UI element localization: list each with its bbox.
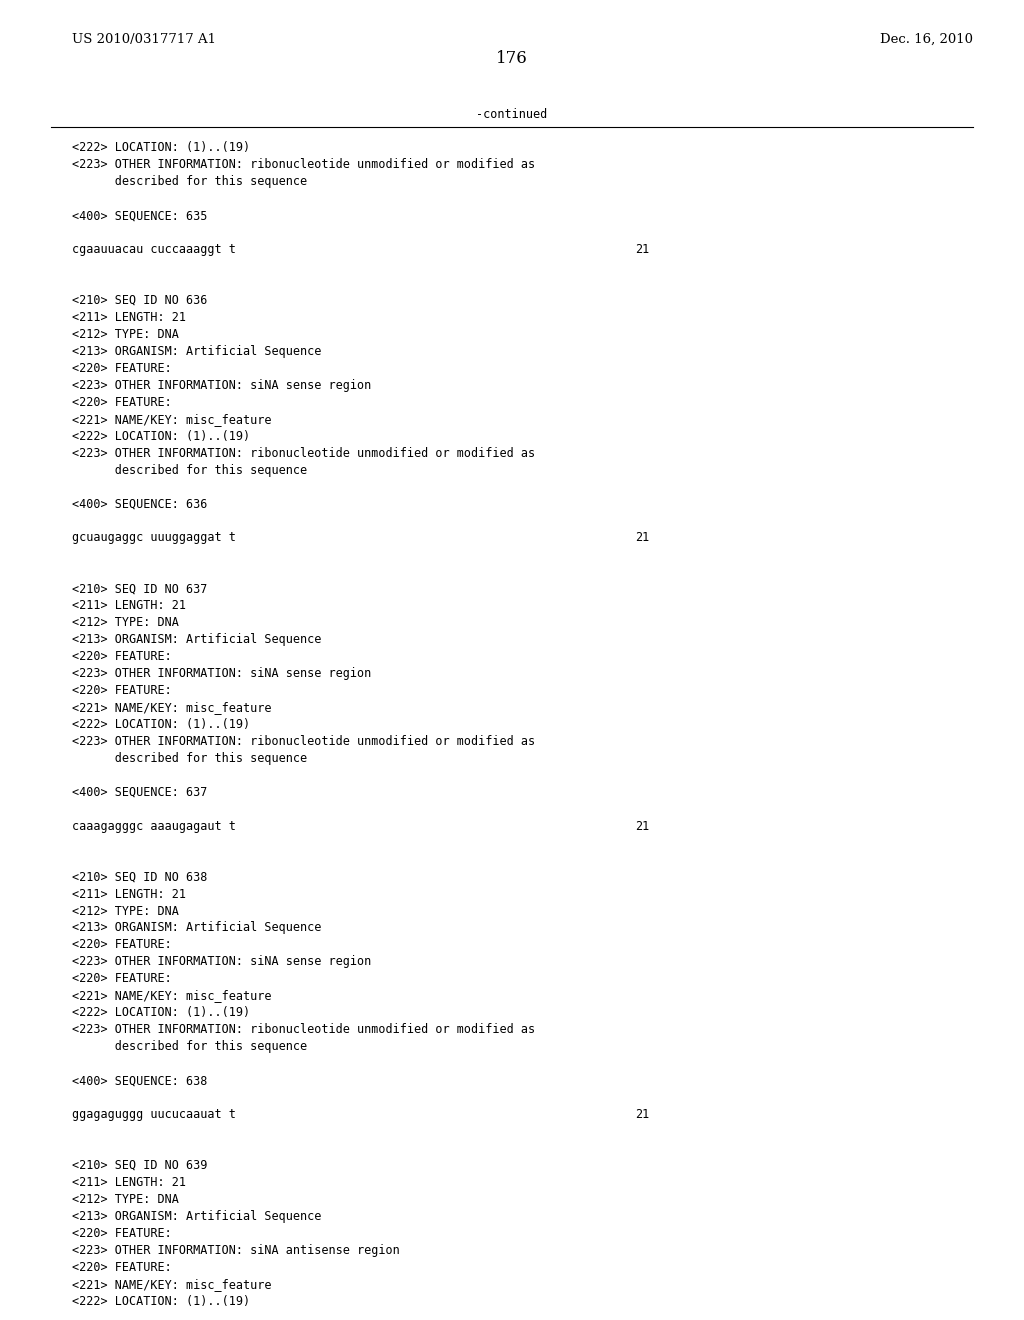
Text: <220> FEATURE:: <220> FEATURE: [72, 939, 171, 952]
Text: <223> OTHER INFORMATION: siNA sense region: <223> OTHER INFORMATION: siNA sense regi… [72, 956, 371, 969]
Text: <222> LOCATION: (1)..(19): <222> LOCATION: (1)..(19) [72, 718, 250, 731]
Text: 176: 176 [496, 50, 528, 67]
Text: -continued: -continued [476, 108, 548, 121]
Text: <223> OTHER INFORMATION: ribonucleotide unmodified or modified as: <223> OTHER INFORMATION: ribonucleotide … [72, 446, 535, 459]
Text: <220> FEATURE:: <220> FEATURE: [72, 649, 171, 663]
Text: 21: 21 [635, 1107, 649, 1121]
Text: <220> FEATURE:: <220> FEATURE: [72, 684, 171, 697]
Text: 21: 21 [635, 532, 649, 544]
Text: <213> ORGANISM: Artificial Sequence: <213> ORGANISM: Artificial Sequence [72, 634, 322, 645]
Text: <211> LENGTH: 21: <211> LENGTH: 21 [72, 312, 185, 323]
Text: <400> SEQUENCE: 635: <400> SEQUENCE: 635 [72, 209, 207, 222]
Text: <222> LOCATION: (1)..(19): <222> LOCATION: (1)..(19) [72, 429, 250, 442]
Text: <223> OTHER INFORMATION: ribonucleotide unmodified or modified as: <223> OTHER INFORMATION: ribonucleotide … [72, 1023, 535, 1036]
Text: <213> ORGANISM: Artificial Sequence: <213> ORGANISM: Artificial Sequence [72, 345, 322, 358]
Text: <223> OTHER INFORMATION: siNA sense region: <223> OTHER INFORMATION: siNA sense regi… [72, 379, 371, 392]
Text: ggagaguggg uucucaauat t: ggagaguggg uucucaauat t [72, 1107, 236, 1121]
Text: <400> SEQUENCE: 636: <400> SEQUENCE: 636 [72, 498, 207, 511]
Text: described for this sequence: described for this sequence [72, 1040, 307, 1053]
Text: <210> SEQ ID NO 638: <210> SEQ ID NO 638 [72, 871, 207, 883]
Text: <221> NAME/KEY: misc_feature: <221> NAME/KEY: misc_feature [72, 701, 271, 714]
Text: Dec. 16, 2010: Dec. 16, 2010 [880, 33, 973, 46]
Text: <212> TYPE: DNA: <212> TYPE: DNA [72, 616, 178, 630]
Text: <210> SEQ ID NO 639: <210> SEQ ID NO 639 [72, 1159, 207, 1172]
Text: <223> OTHER INFORMATION: siNA sense region: <223> OTHER INFORMATION: siNA sense regi… [72, 667, 371, 680]
Text: <220> FEATURE:: <220> FEATURE: [72, 1226, 171, 1239]
Text: described for this sequence: described for this sequence [72, 463, 307, 477]
Text: <211> LENGTH: 21: <211> LENGTH: 21 [72, 1176, 185, 1189]
Text: <221> NAME/KEY: misc_feature: <221> NAME/KEY: misc_feature [72, 1278, 271, 1291]
Text: <220> FEATURE:: <220> FEATURE: [72, 396, 171, 409]
Text: <221> NAME/KEY: misc_feature: <221> NAME/KEY: misc_feature [72, 413, 271, 425]
Text: <221> NAME/KEY: misc_feature: <221> NAME/KEY: misc_feature [72, 990, 271, 1002]
Text: described for this sequence: described for this sequence [72, 176, 307, 189]
Text: gcuaugaggc uuuggaggat t: gcuaugaggc uuuggaggat t [72, 532, 236, 544]
Text: <210> SEQ ID NO 637: <210> SEQ ID NO 637 [72, 582, 207, 595]
Text: <212> TYPE: DNA: <212> TYPE: DNA [72, 327, 178, 341]
Text: <400> SEQUENCE: 638: <400> SEQUENCE: 638 [72, 1074, 207, 1088]
Text: <211> LENGTH: 21: <211> LENGTH: 21 [72, 599, 185, 612]
Text: <222> LOCATION: (1)..(19): <222> LOCATION: (1)..(19) [72, 141, 250, 154]
Text: <223> OTHER INFORMATION: ribonucleotide unmodified or modified as: <223> OTHER INFORMATION: ribonucleotide … [72, 158, 535, 172]
Text: <222> LOCATION: (1)..(19): <222> LOCATION: (1)..(19) [72, 1295, 250, 1308]
Text: <222> LOCATION: (1)..(19): <222> LOCATION: (1)..(19) [72, 1006, 250, 1019]
Text: cgaauuacau cuccaaaggt t: cgaauuacau cuccaaaggt t [72, 243, 236, 256]
Text: <220> FEATURE:: <220> FEATURE: [72, 973, 171, 985]
Text: caaagagggc aaaugagaut t: caaagagggc aaaugagaut t [72, 820, 236, 833]
Text: 21: 21 [635, 243, 649, 256]
Text: <220> FEATURE:: <220> FEATURE: [72, 1261, 171, 1274]
Text: <223> OTHER INFORMATION: ribonucleotide unmodified or modified as: <223> OTHER INFORMATION: ribonucleotide … [72, 735, 535, 748]
Text: <213> ORGANISM: Artificial Sequence: <213> ORGANISM: Artificial Sequence [72, 921, 322, 935]
Text: 21: 21 [635, 820, 649, 833]
Text: described for this sequence: described for this sequence [72, 752, 307, 764]
Text: <400> SEQUENCE: 637: <400> SEQUENCE: 637 [72, 785, 207, 799]
Text: US 2010/0317717 A1: US 2010/0317717 A1 [72, 33, 216, 46]
Text: <212> TYPE: DNA: <212> TYPE: DNA [72, 904, 178, 917]
Text: <220> FEATURE:: <220> FEATURE: [72, 362, 171, 375]
Text: <211> LENGTH: 21: <211> LENGTH: 21 [72, 887, 185, 900]
Text: <223> OTHER INFORMATION: siNA antisense region: <223> OTHER INFORMATION: siNA antisense … [72, 1243, 399, 1257]
Text: <213> ORGANISM: Artificial Sequence: <213> ORGANISM: Artificial Sequence [72, 1210, 322, 1222]
Text: <210> SEQ ID NO 636: <210> SEQ ID NO 636 [72, 294, 207, 306]
Text: <212> TYPE: DNA: <212> TYPE: DNA [72, 1193, 178, 1206]
